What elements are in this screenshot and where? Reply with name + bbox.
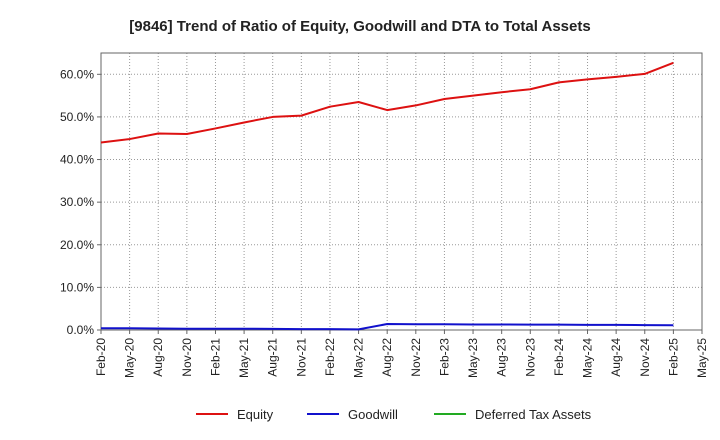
x-tick-label: Nov-20 — [180, 338, 194, 377]
chart-title: [9846] Trend of Ratio of Equity, Goodwil… — [129, 18, 590, 35]
plot-area — [100, 52, 703, 331]
x-tick-label: Nov-22 — [409, 338, 423, 377]
legend-label-equity: Equity — [237, 407, 274, 422]
series-layer — [100, 61, 674, 331]
x-tick-label: Feb-21 — [208, 338, 222, 376]
x-tick-label: Feb-22 — [323, 338, 337, 376]
y-tick-label: 30.0% — [60, 195, 94, 209]
y-tick-label: 10.0% — [60, 280, 94, 294]
legend-label-goodwill: Goodwill — [348, 407, 398, 422]
y-tick-label: 50.0% — [60, 110, 94, 124]
y-axis: 0.0% 10.0% 20.0% 30.0% 40.0% 50.0% 60.0% — [60, 67, 101, 337]
x-tick-label: May-24 — [581, 338, 595, 378]
y-tick-label: 20.0% — [60, 238, 94, 252]
x-tick-label: Aug-23 — [495, 338, 509, 377]
x-tick-label: May-25 — [695, 338, 709, 378]
legend: Equity Goodwill Deferred Tax Assets — [196, 407, 592, 422]
x-axis: Feb-20 May-20 Aug-20 Nov-20 Feb-21 May-21 Aug-… — [94, 330, 709, 378]
x-tick-label: Feb-24 — [552, 338, 566, 376]
series-line-equity — [100, 61, 674, 144]
x-tick-label: Aug-21 — [266, 338, 280, 377]
grid — [100, 53, 703, 331]
series-line-goodwill — [101, 323, 674, 331]
x-tick-label: Feb-23 — [437, 338, 451, 376]
x-tick-label: Aug-24 — [609, 338, 623, 377]
y-tick-label: 0.0% — [67, 323, 95, 337]
x-tick-label: Feb-25 — [666, 338, 680, 376]
x-tick-label: Nov-23 — [523, 338, 537, 377]
x-tick-label: Nov-24 — [638, 338, 652, 377]
x-tick-label: May-23 — [466, 338, 480, 378]
x-tick-label: May-20 — [123, 338, 137, 378]
x-tick-label: Aug-22 — [380, 338, 394, 377]
y-tick-label: 40.0% — [60, 153, 94, 167]
x-tick-label: May-22 — [352, 338, 366, 378]
x-tick-label: May-21 — [237, 338, 251, 378]
x-tick-label: Feb-20 — [94, 338, 108, 376]
y-tick-label: 60.0% — [60, 67, 94, 81]
x-tick-label: Nov-21 — [294, 338, 308, 377]
legend-label-deferred-tax-assets: Deferred Tax Assets — [475, 407, 592, 422]
x-tick-label: Aug-20 — [151, 338, 165, 377]
